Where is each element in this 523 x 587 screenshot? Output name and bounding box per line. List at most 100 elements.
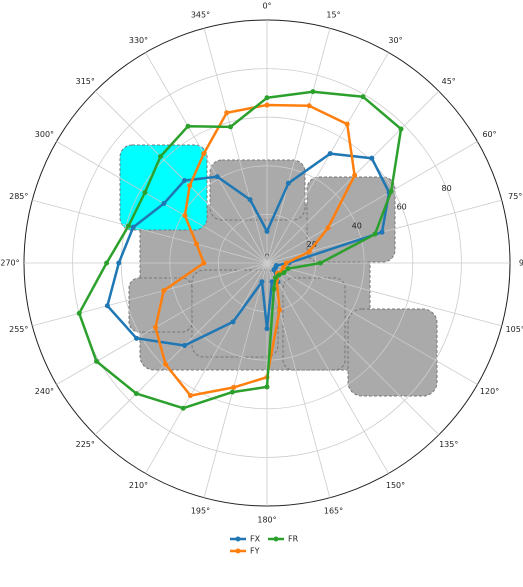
- theta-tick-label: 120°: [480, 387, 499, 396]
- legend-marker: [235, 536, 241, 542]
- data-point: [161, 200, 167, 206]
- data-point: [388, 188, 394, 194]
- theta-tick-label: 240°: [35, 387, 54, 396]
- data-point: [185, 123, 191, 129]
- data-point: [271, 286, 277, 292]
- data-point: [269, 279, 275, 285]
- grid-spoke: [266, 28, 331, 264]
- theta-tick-label: 150°: [386, 481, 405, 490]
- board-image: [282, 277, 346, 371]
- data-point: [369, 155, 375, 161]
- grid-spoke: [266, 262, 478, 385]
- data-point: [134, 335, 140, 341]
- theta-tick-label: 45°: [442, 77, 456, 86]
- theta-tick-label: 75°: [508, 192, 522, 201]
- theta-tick-label: 315°: [76, 77, 95, 86]
- grid-spoke: [145, 262, 268, 474]
- grid-spoke: [266, 262, 502, 327]
- theta-tick-label: 105°: [506, 325, 523, 334]
- data-point: [277, 307, 283, 313]
- data-point: [281, 270, 287, 276]
- data-point: [327, 151, 333, 157]
- grid-spoke: [266, 262, 331, 498]
- grid-spoke: [94, 90, 268, 264]
- data-point: [157, 153, 163, 159]
- data-point: [276, 272, 282, 278]
- data-point: [280, 264, 286, 270]
- theta-tick-label: 270°: [0, 259, 19, 268]
- data-point: [306, 249, 312, 255]
- data-point: [201, 260, 207, 266]
- grid-spoke: [94, 262, 268, 436]
- data-point: [194, 241, 200, 247]
- data-point: [104, 260, 110, 266]
- r-tick-label: 80: [442, 184, 452, 193]
- grid-spoke: [203, 262, 268, 498]
- grid-spoke: [266, 262, 389, 474]
- theta-tick-label: 285°: [9, 192, 28, 201]
- data-point: [76, 310, 82, 316]
- data-point: [94, 358, 100, 364]
- theta-tick-label: 180°: [257, 516, 276, 525]
- legend-marker: [273, 536, 279, 542]
- data-point: [161, 288, 167, 294]
- r-tick-label: 40: [352, 221, 362, 230]
- theta-tick-label: 195°: [191, 507, 210, 516]
- data-point: [152, 324, 158, 330]
- data-point: [104, 303, 110, 309]
- theta-tick-label: 135°: [439, 440, 458, 449]
- data-point: [264, 102, 270, 108]
- board-image: [347, 308, 438, 397]
- data-point: [182, 178, 188, 184]
- theta-tick-label: 345°: [191, 10, 210, 19]
- theta-tick-label: 15°: [326, 10, 340, 19]
- data-point: [231, 384, 237, 390]
- data-point: [180, 405, 186, 411]
- data-point: [264, 228, 270, 234]
- data-point: [187, 393, 193, 399]
- data-point: [344, 121, 350, 127]
- data-point: [283, 260, 289, 266]
- data-point: [230, 319, 236, 325]
- data-point: [360, 94, 366, 100]
- theta-tick-label: 0°: [262, 2, 271, 11]
- theta-tick-label: 255°: [9, 325, 28, 334]
- legend-marker: [235, 548, 241, 554]
- grid-spoke: [266, 141, 478, 264]
- data-point: [379, 229, 385, 235]
- theta-tick-label: 330°: [129, 36, 148, 45]
- data-point: [247, 197, 253, 203]
- data-point: [229, 389, 235, 395]
- plot-area: [76, 89, 404, 411]
- data-point: [352, 172, 358, 178]
- data-point: [142, 190, 148, 196]
- data-point: [264, 95, 270, 101]
- data-point: [398, 126, 404, 132]
- background-images: [119, 144, 438, 397]
- theta-tick-label: 300°: [35, 130, 54, 139]
- data-point: [126, 223, 132, 229]
- data-point: [224, 110, 230, 116]
- theta-tick-label: 90: [519, 259, 523, 268]
- data-point: [228, 124, 234, 130]
- data-point: [310, 89, 316, 95]
- legend: FX FY FR: [230, 535, 299, 556]
- theta-tick-label: 60°: [482, 130, 496, 139]
- board-image: [306, 176, 396, 263]
- r-tick-label: 20: [307, 240, 317, 249]
- data-point: [372, 231, 378, 237]
- data-point: [325, 225, 331, 231]
- theta-tick-label: 30°: [388, 36, 402, 45]
- legend-label: FY: [250, 547, 260, 556]
- grid-spoke: [32, 199, 268, 264]
- theta-tick-label: 225°: [76, 440, 95, 449]
- theta-tick-label: 165°: [324, 507, 343, 516]
- data-point: [214, 174, 220, 180]
- r-tick-label: 60: [397, 203, 407, 212]
- data-point: [187, 183, 193, 189]
- data-point: [271, 267, 277, 273]
- theta-tick-label: 210°: [129, 481, 148, 490]
- data-point: [285, 266, 291, 272]
- data-point: [133, 391, 139, 397]
